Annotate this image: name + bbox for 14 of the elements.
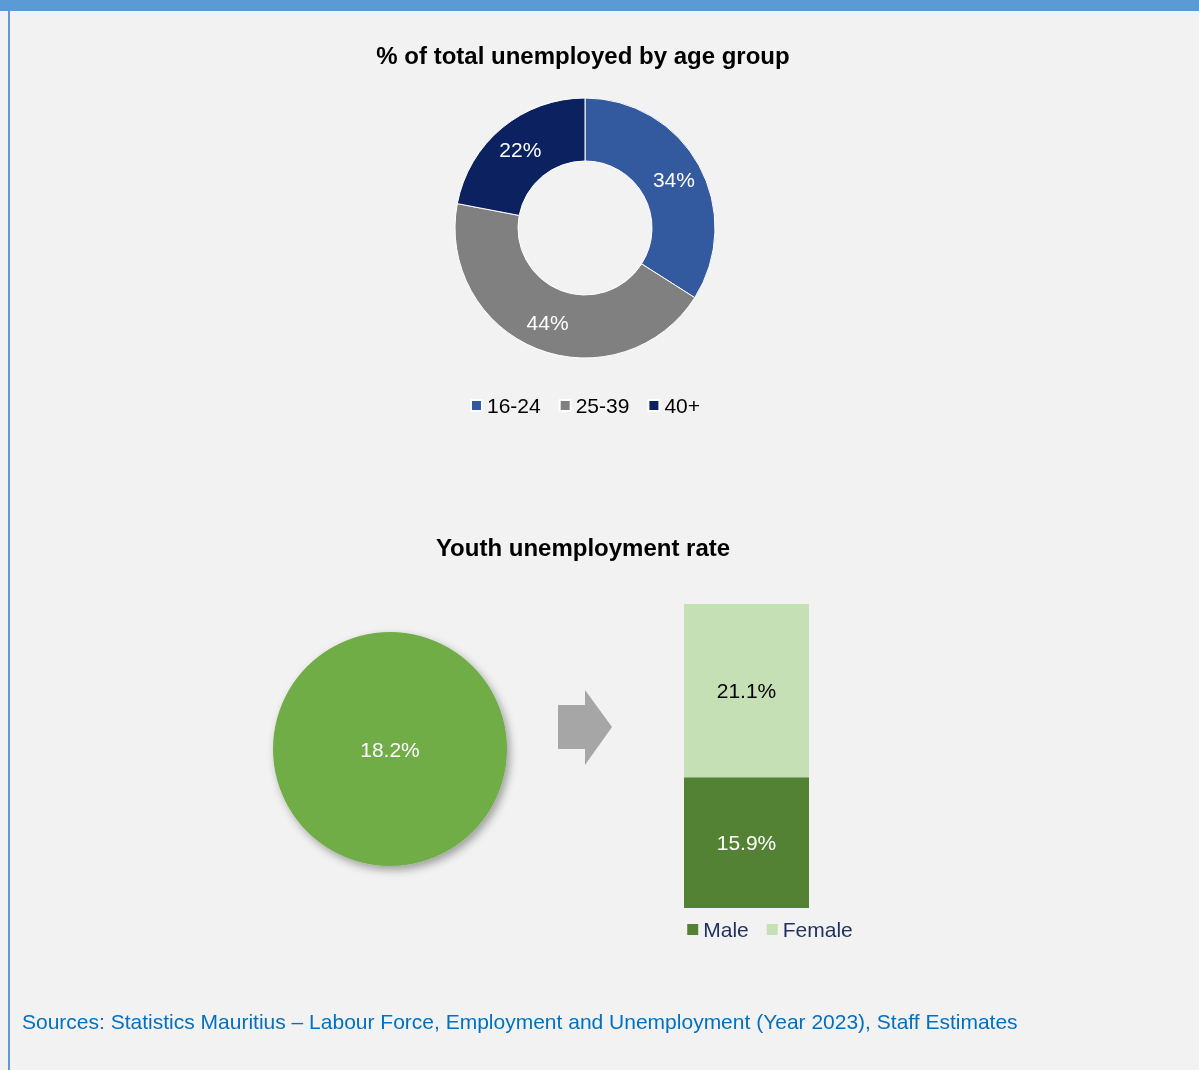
text: Youth unemployment rate [434,534,732,562]
legend-label: 16-24 [486,394,542,417]
legend-label: Female [782,918,853,941]
data-label: 34% [652,167,695,191]
data-label: 22% [499,138,542,162]
source-note: Sources: Statistics Mauritius – Labour Force, Employment and Unemployment (Year 2023), Staff Estimates [22,1009,1019,1035]
data-label: 21.1% [716,679,777,703]
legend-label: 25-39 [575,394,630,417]
chart-title: % of total unemployed by age group [375,42,791,70]
legend-label: 40+ [664,394,701,417]
data-label: 18.2% [360,737,420,761]
data-label: 15.9% [716,831,777,855]
data-label: 44% [526,310,569,334]
legend-label: Male [703,918,749,941]
